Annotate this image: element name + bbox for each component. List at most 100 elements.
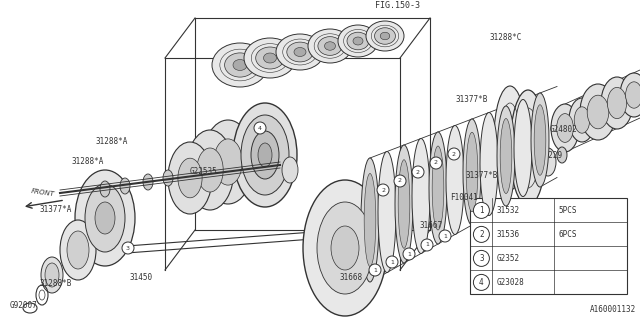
Ellipse shape: [625, 82, 640, 108]
Ellipse shape: [514, 100, 532, 196]
Ellipse shape: [256, 47, 284, 69]
Ellipse shape: [395, 145, 413, 263]
Ellipse shape: [317, 202, 373, 294]
Ellipse shape: [75, 170, 135, 266]
Text: 31377*B: 31377*B: [465, 171, 497, 180]
Ellipse shape: [186, 130, 234, 210]
Ellipse shape: [85, 184, 125, 252]
Ellipse shape: [338, 25, 378, 57]
Ellipse shape: [366, 21, 404, 51]
Circle shape: [439, 230, 451, 242]
Text: 31668: 31668: [340, 274, 363, 283]
Text: 31536: 31536: [497, 230, 520, 239]
Ellipse shape: [197, 148, 223, 192]
Circle shape: [254, 122, 266, 134]
Ellipse shape: [510, 90, 546, 206]
Ellipse shape: [244, 38, 296, 78]
Ellipse shape: [303, 180, 387, 316]
Text: 31377*A: 31377*A: [40, 205, 72, 214]
Ellipse shape: [601, 77, 633, 129]
Text: 2: 2: [452, 151, 456, 156]
Ellipse shape: [67, 231, 89, 269]
Text: G2352: G2352: [497, 254, 520, 263]
Circle shape: [386, 256, 398, 268]
Text: 31532: 31532: [497, 206, 520, 215]
Ellipse shape: [264, 53, 276, 63]
Ellipse shape: [412, 139, 430, 253]
Ellipse shape: [347, 32, 369, 50]
Text: 31288*B: 31288*B: [40, 278, 72, 287]
Circle shape: [369, 264, 381, 276]
Text: 5PCS: 5PCS: [558, 206, 577, 215]
Ellipse shape: [480, 113, 498, 215]
Circle shape: [448, 148, 460, 160]
Circle shape: [474, 274, 490, 291]
Text: 2: 2: [479, 230, 484, 239]
Ellipse shape: [551, 104, 579, 152]
Ellipse shape: [202, 120, 254, 204]
Text: A160001132: A160001132: [589, 305, 636, 314]
Text: G24802: G24802: [550, 125, 578, 134]
Ellipse shape: [531, 93, 549, 187]
Ellipse shape: [225, 53, 255, 77]
Text: 1: 1: [479, 206, 484, 215]
Circle shape: [377, 184, 389, 196]
Ellipse shape: [143, 174, 153, 190]
Ellipse shape: [569, 98, 595, 142]
Text: 2: 2: [398, 179, 402, 183]
Ellipse shape: [446, 125, 464, 235]
Text: F10041: F10041: [450, 194, 477, 203]
Ellipse shape: [429, 132, 447, 244]
Ellipse shape: [557, 147, 567, 163]
Text: 4: 4: [258, 125, 262, 131]
Text: 32229: 32229: [540, 150, 563, 159]
Text: 1: 1: [373, 268, 377, 273]
Ellipse shape: [500, 118, 512, 194]
Ellipse shape: [294, 47, 306, 57]
Ellipse shape: [398, 160, 410, 248]
Circle shape: [430, 157, 442, 169]
Text: 31288*A: 31288*A: [95, 138, 127, 147]
Ellipse shape: [574, 107, 590, 133]
Text: 1: 1: [425, 243, 429, 247]
Ellipse shape: [100, 181, 110, 197]
Text: FRONT: FRONT: [31, 188, 55, 197]
Ellipse shape: [287, 42, 313, 62]
Text: 31667: 31667: [420, 220, 443, 229]
Circle shape: [474, 227, 490, 243]
Ellipse shape: [318, 37, 342, 55]
Ellipse shape: [353, 37, 363, 45]
Ellipse shape: [41, 257, 63, 293]
Ellipse shape: [258, 143, 272, 167]
Text: G22535: G22535: [190, 167, 218, 177]
Text: 2: 2: [434, 161, 438, 165]
Text: 1: 1: [407, 252, 411, 257]
Ellipse shape: [95, 202, 115, 234]
Ellipse shape: [497, 106, 515, 206]
FancyBboxPatch shape: [470, 198, 627, 294]
Text: 3: 3: [479, 254, 484, 263]
Text: G23028: G23028: [497, 278, 524, 287]
Text: 2: 2: [381, 188, 385, 193]
Ellipse shape: [214, 139, 243, 185]
Text: 31450: 31450: [130, 274, 153, 283]
Text: 31377*B: 31377*B: [455, 95, 488, 105]
Ellipse shape: [233, 103, 297, 207]
Circle shape: [122, 242, 134, 254]
Ellipse shape: [580, 84, 616, 140]
Text: FIG.150-3: FIG.150-3: [375, 1, 420, 10]
Ellipse shape: [163, 170, 173, 186]
Text: 4: 4: [479, 278, 484, 287]
Ellipse shape: [380, 32, 390, 40]
Ellipse shape: [324, 42, 335, 50]
Ellipse shape: [364, 173, 376, 267]
Ellipse shape: [466, 132, 478, 212]
Ellipse shape: [308, 29, 352, 63]
Ellipse shape: [331, 226, 359, 270]
Text: 1: 1: [390, 260, 394, 265]
Ellipse shape: [361, 158, 379, 282]
Ellipse shape: [494, 86, 526, 190]
Text: G92007: G92007: [10, 300, 38, 309]
Ellipse shape: [276, 34, 324, 70]
Ellipse shape: [282, 157, 298, 183]
